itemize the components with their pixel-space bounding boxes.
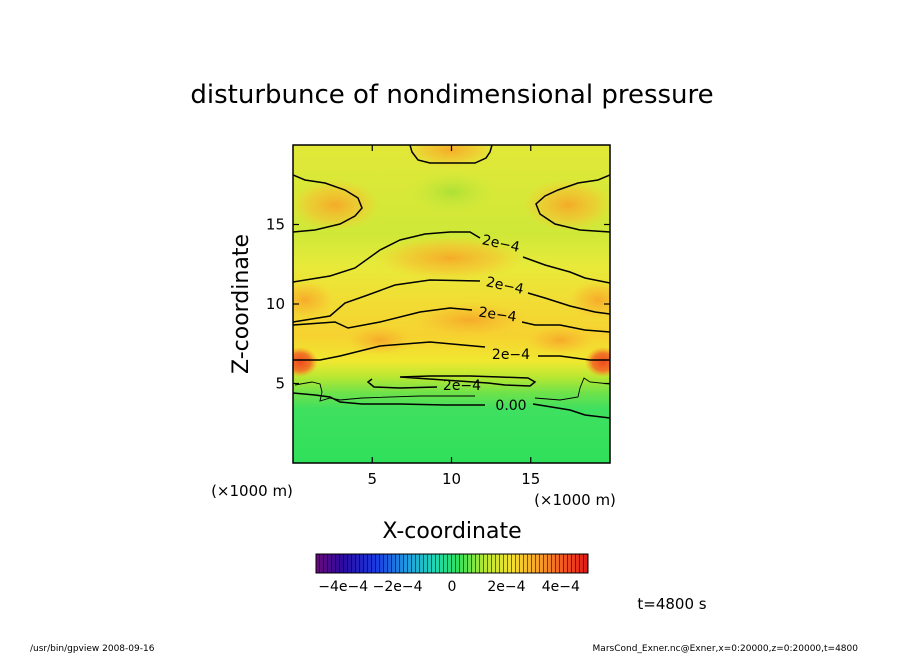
y-tick-label: 15 bbox=[266, 216, 285, 234]
colorbar-tick-label: −2e−4 bbox=[373, 579, 423, 595]
colorbar-tick-label: −4e−4 bbox=[318, 579, 368, 595]
y-axis: 5 10 15 bbox=[266, 216, 610, 393]
contour-level-4 bbox=[293, 341, 610, 361]
y-tick-label: 10 bbox=[266, 295, 285, 313]
contour-top-left bbox=[293, 174, 363, 233]
contour-zero bbox=[294, 377, 610, 402]
time-label: t=4800 s bbox=[637, 595, 706, 613]
contour-level-1 bbox=[293, 231, 610, 284]
contour-level-3 bbox=[293, 307, 610, 333]
contour-top-right bbox=[535, 174, 610, 233]
contour-labels: 2e−4 2e−4 2e−4 2e−4 2e−4 0.00 bbox=[443, 232, 530, 414]
y-axis-label: Z-coordinate bbox=[229, 234, 254, 374]
contour-level-2 bbox=[293, 279, 610, 323]
contour-label: 2e−4 bbox=[478, 304, 518, 325]
colorbar-tick-label: 0 bbox=[448, 579, 457, 595]
x-axis: 5 10 15 bbox=[367, 145, 540, 488]
footer-left: /usr/bin/gpview 2008-09-16 bbox=[30, 644, 155, 654]
contour-lines bbox=[293, 145, 610, 419]
x-unit-label: (×1000 m) bbox=[211, 482, 293, 500]
contour-level-6 bbox=[293, 392, 610, 419]
y-tick-label: 5 bbox=[275, 375, 285, 393]
plot-field bbox=[293, 145, 610, 463]
y-unit-label: (×1000 m) bbox=[534, 491, 616, 509]
contour-label: 2e−4 bbox=[443, 378, 481, 394]
contour-label: 2e−4 bbox=[480, 232, 521, 256]
contour-label: 2e−4 bbox=[492, 347, 530, 363]
colorbar-tick-label: 2e−4 bbox=[487, 579, 525, 595]
x-tick-label: 5 bbox=[367, 470, 377, 488]
contour-label: 2e−4 bbox=[484, 274, 525, 298]
contour-top-cap bbox=[409, 145, 493, 164]
chart-title: disturbunce of nondimensional pressure bbox=[190, 80, 713, 110]
x-axis-label: X-coordinate bbox=[382, 519, 521, 544]
footer-right: MarsCond_Exner.nc@Exner,x=0:20000,z=0:20… bbox=[593, 644, 859, 654]
colorbar-ticks: −4e−4 −2e−4 0 2e−4 4e−4 bbox=[318, 579, 580, 595]
contour-label: 0.00 bbox=[495, 398, 526, 414]
x-tick-label: 15 bbox=[521, 470, 540, 488]
colorbar-tick-label: 4e−4 bbox=[542, 579, 580, 595]
x-tick-label: 10 bbox=[442, 470, 461, 488]
contour-level-5 bbox=[366, 375, 537, 389]
